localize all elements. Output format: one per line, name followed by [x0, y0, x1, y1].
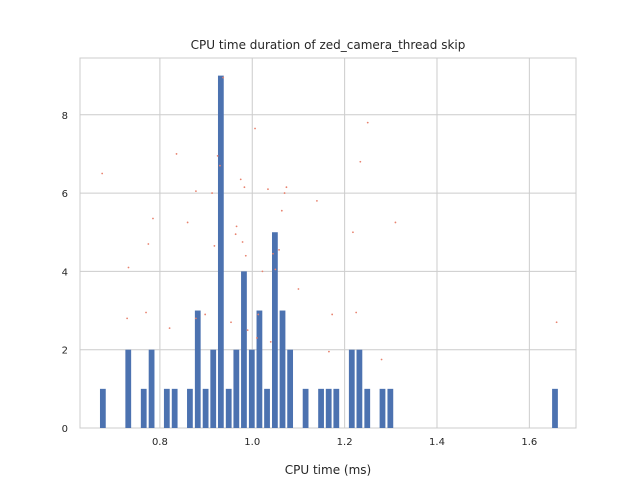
- scatter-point: [219, 164, 221, 167]
- scatter-point: [211, 192, 213, 194]
- scatter-point: [213, 245, 216, 247]
- scatter-point: [168, 327, 171, 330]
- histogram-bar: [348, 349, 355, 428]
- scatter-point: [380, 358, 383, 361]
- histogram-bar: [379, 388, 386, 428]
- scatter-point: [269, 340, 272, 343]
- scatter-point: [366, 121, 369, 124]
- chart-title: CPU time duration of zed_camera_thread s…: [191, 38, 466, 52]
- scatter-point: [255, 337, 258, 339]
- histogram-bar: [210, 349, 217, 428]
- scatter-point: [235, 225, 238, 228]
- histogram-bar: [233, 349, 240, 428]
- tick-labels: 0.8 1.0 1.2 1.4 1.6 0 2 4 6 8: [62, 111, 538, 448]
- scatter-point: [261, 270, 264, 273]
- x-tick-label: 1.6: [521, 437, 537, 448]
- grid-lines: [80, 58, 576, 429]
- histogram-bar: [287, 349, 294, 428]
- scatter-point: [239, 178, 242, 181]
- y-tick-label: 2: [62, 346, 68, 357]
- histogram-bar: [187, 388, 193, 428]
- scatter-point: [216, 154, 219, 157]
- histogram-bar: [163, 388, 170, 428]
- scatter-point: [127, 266, 130, 269]
- histogram-bar: [99, 388, 106, 428]
- scatter-point: [316, 200, 318, 202]
- scatter-point: [101, 172, 104, 175]
- x-tick-label: 1.0: [244, 437, 260, 448]
- scatter-point: [278, 248, 280, 251]
- scatter-point: [257, 313, 260, 316]
- scatter-point: [126, 317, 129, 320]
- x-axis-label: CPU time (ms): [285, 463, 371, 477]
- scatter-point: [352, 231, 354, 234]
- histogram-bar: [272, 232, 278, 428]
- x-tick-label: 1.4: [429, 437, 445, 448]
- scatter-points: [101, 76, 558, 361]
- histogram-bar: [194, 310, 201, 428]
- histogram-bar: [302, 388, 309, 428]
- scatter-point: [359, 160, 362, 163]
- scatter-point: [147, 243, 150, 245]
- histogram-bar: [318, 388, 324, 428]
- scatter-point: [186, 221, 189, 224]
- scatter-point: [195, 190, 197, 193]
- histogram-bar: [148, 349, 155, 428]
- scatter-point: [297, 288, 300, 290]
- scatter-point: [355, 311, 358, 314]
- histogram-bar: [387, 388, 394, 428]
- scatter-point: [246, 329, 249, 332]
- y-tick-label: 4: [62, 267, 68, 278]
- histogram-bar: [202, 388, 209, 428]
- histogram-bar: [217, 75, 224, 428]
- scatter-point: [145, 311, 147, 314]
- scatter-point: [244, 254, 247, 257]
- y-tick-label: 8: [62, 111, 68, 122]
- histogram-bar: [364, 388, 371, 428]
- histogram-bars: [99, 75, 558, 428]
- scatter-point: [267, 188, 269, 191]
- scatter-point: [152, 217, 154, 220]
- scatter-point: [195, 317, 197, 320]
- histogram-bar: [333, 388, 340, 428]
- scatter-point: [555, 321, 558, 324]
- scatter-point: [243, 186, 246, 189]
- scatter-point: [175, 153, 178, 155]
- scatter-point: [280, 209, 283, 212]
- scatter-point: [234, 233, 237, 236]
- scatter-point: [204, 313, 207, 316]
- histogram-bar: [225, 388, 232, 428]
- y-tick-label: 6: [62, 189, 68, 200]
- histogram-bar: [248, 349, 255, 428]
- x-tick-label: 1.2: [337, 437, 353, 448]
- histogram-bar: [125, 349, 132, 428]
- scatter-point: [272, 252, 274, 255]
- histogram-bar: [256, 310, 263, 428]
- histogram-bar: [356, 349, 363, 428]
- plot-area: [79, 57, 577, 429]
- scatter-point: [394, 221, 397, 224]
- histogram-bar: [552, 388, 558, 428]
- scatter-point: [274, 268, 277, 271]
- scatter-point: [222, 76, 225, 79]
- scatter-point: [328, 350, 330, 353]
- histogram-bar: [171, 388, 178, 428]
- scatter-point: [230, 321, 232, 324]
- scatter-point: [283, 192, 286, 194]
- scatter-point: [241, 241, 244, 243]
- scatter-point: [285, 186, 288, 189]
- scatter-point: [254, 127, 256, 130]
- scatter-point: [331, 313, 334, 316]
- y-tick-label: 0: [62, 424, 68, 435]
- histogram-bar: [241, 271, 247, 428]
- histogram-bar: [140, 388, 147, 428]
- histogram-bar: [325, 388, 332, 428]
- x-tick-label: 0.8: [152, 437, 168, 448]
- histogram-bar: [264, 388, 270, 428]
- histogram-bar: [279, 310, 286, 428]
